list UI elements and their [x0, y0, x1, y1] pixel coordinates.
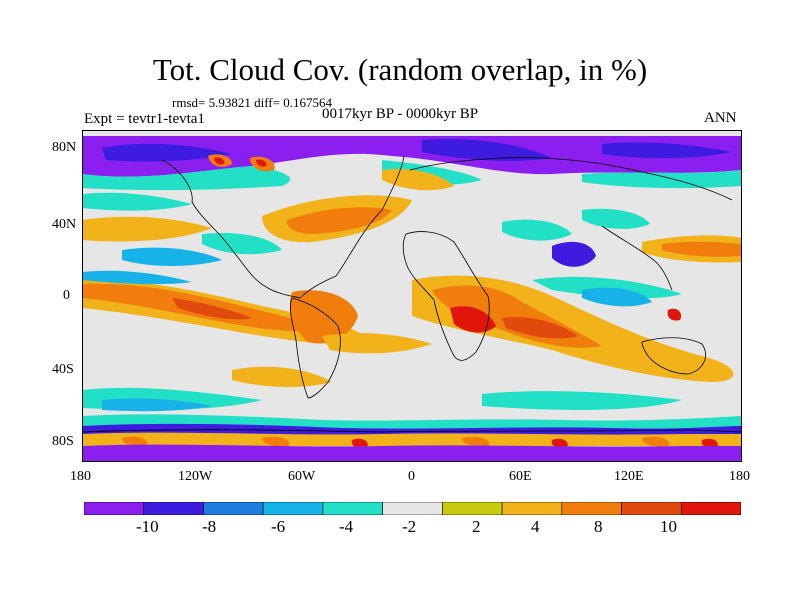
- antarctic-blue-band: [82, 423, 742, 436]
- lon-label-180w: 180: [70, 469, 91, 484]
- north-atlantic-orange-core: [286, 207, 392, 234]
- east-asia-orange-core: [662, 241, 742, 257]
- southern-amber-band: [232, 366, 332, 388]
- colorbar: [84, 502, 741, 515]
- colorbar-box: [621, 502, 682, 515]
- colorbar-box: [203, 502, 264, 515]
- colorbar-label: -8: [202, 517, 217, 536]
- lat-label-80n: 80N: [52, 140, 77, 155]
- cloud-cover-map: [82, 130, 742, 462]
- colorbar-box: [84, 502, 145, 515]
- maritime-red-spot: [667, 308, 682, 321]
- maritime-blue-patch: [582, 287, 652, 307]
- colorbar-label: -2: [402, 517, 417, 536]
- colorbar-label: 4: [531, 517, 540, 536]
- antarctic-violet-band: [82, 444, 742, 462]
- lat-label-40n: 40N: [52, 217, 77, 232]
- colorbar-label: -10: [136, 517, 159, 536]
- subtropical-cyan-field: [202, 232, 282, 255]
- colorbar-box: [143, 502, 204, 515]
- asia-cyan-patch: [502, 208, 650, 241]
- lat-label-80s: 80S: [52, 434, 74, 449]
- stats-text: rmsd= 5.93821 diff= 0.167564: [172, 95, 332, 110]
- arctic-orange-spots: [208, 154, 275, 172]
- south-atlantic-amber-band: [322, 333, 432, 354]
- colorbar-box: [561, 502, 622, 515]
- map-title: Tot. Cloud Cov. (random overlap, in %): [152, 52, 648, 87]
- north-pacific-amber-band: [82, 216, 212, 242]
- colorbar-box: [442, 502, 503, 515]
- indian-ocean-red-streak: [502, 317, 578, 339]
- southern-cyan-band: [82, 387, 682, 410]
- colorbar-label: 10: [660, 517, 677, 536]
- coastlines: [82, 155, 742, 433]
- season-label: ANN: [704, 110, 737, 126]
- colorbar-label: 8: [594, 517, 603, 536]
- eurasia-amber-patch: [382, 168, 454, 191]
- lon-label-60e: 60E: [509, 469, 532, 484]
- colorbar-label: -6: [271, 517, 286, 536]
- lon-label-0: 0: [408, 469, 415, 484]
- lat-label-40s: 40S: [52, 362, 74, 377]
- experiment-label: Expt = tevtr1-tevta1: [84, 111, 205, 127]
- colorbar-label: -4: [339, 517, 354, 536]
- lat-label-eq: 0: [63, 288, 70, 303]
- colorbar-box: [680, 502, 741, 515]
- map-frame: [82, 130, 742, 462]
- colorbar-box: [501, 502, 563, 515]
- tropical-blue-band: [82, 270, 192, 285]
- southern-blue-streak: [102, 398, 212, 412]
- colorbar-box: [382, 502, 443, 515]
- asia-blue-patch: [552, 241, 596, 267]
- colorbar-box: [262, 502, 324, 515]
- colorbar-label: 2: [472, 517, 481, 536]
- tropical-pacific-red-streak: [172, 298, 252, 320]
- indian-ocean-cyan-band: [532, 276, 682, 299]
- africa-red-core: [450, 306, 496, 333]
- colorbar-box: [322, 502, 383, 515]
- arctic-blue-patches: [102, 138, 732, 162]
- lon-label-120w: 120W: [178, 469, 213, 484]
- period-label: 0017kyr BP - 0000kyr BP: [322, 106, 479, 122]
- antarctic-amber-band: [82, 432, 742, 446]
- arctic-red-spots: [214, 157, 267, 167]
- arctic-violet-field: [82, 136, 742, 177]
- lon-label-180e: 180: [729, 469, 750, 484]
- north-cyan-field: [82, 192, 192, 211]
- lon-label-120e: 120E: [614, 469, 644, 484]
- north-pacific-blue-field: [122, 247, 222, 266]
- lon-label-60w: 60W: [288, 469, 316, 484]
